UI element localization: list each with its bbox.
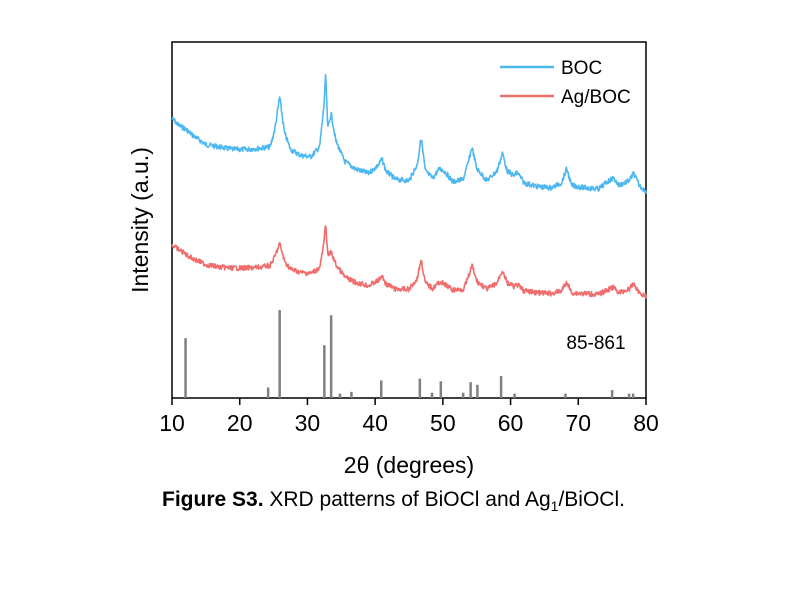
caption-label: Figure S3. [162,488,264,511]
x-tick-label: 40 [362,410,388,436]
x-axis-ticks: 10 20 30 40 50 60 70 80 [159,398,659,436]
plot-frame [171,41,647,399]
x-tick-label: 80 [633,410,659,436]
series-line-ag-boc [171,225,647,299]
caption-text-end: /BiOCl. [558,488,625,511]
legend-label-ag-boc: Ag/BOC [561,87,631,108]
x-axis-label: 2θ (degrees) [344,452,474,478]
x-tick-label: 10 [159,410,185,436]
x-tick-label: 20 [227,410,253,436]
y-axis-label: Intensity (a.u.) [127,147,153,293]
reference-sticks [184,310,635,398]
x-tick-label: 50 [430,410,456,436]
series-lines [171,73,647,299]
reference-label: 85-861 [566,333,625,354]
x-tick-label: 70 [565,410,591,436]
caption-text: XRD patterns of BiOCl and Ag [263,488,551,511]
legend: BOC Ag/BOC [500,58,631,108]
x-tick-label: 60 [498,410,524,436]
x-tick-label: 30 [295,410,321,436]
series-line-boc [171,73,647,194]
figure-caption: Figure S3. XRD patterns of BiOCl and Ag1… [0,488,787,514]
caption-subscript: 1 [550,498,559,515]
legend-label-boc: BOC [561,58,602,79]
